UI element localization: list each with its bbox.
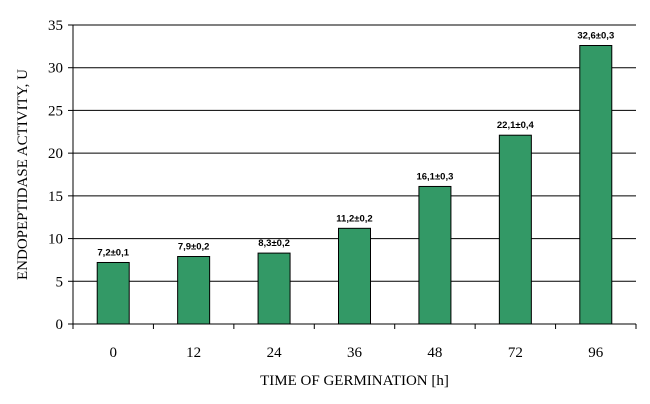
y-tick-label-35: 35	[48, 18, 63, 34]
bar-72	[498, 134, 532, 325]
x-tick-label-96: 96	[588, 345, 604, 361]
y-tick-label-20: 20	[48, 146, 63, 162]
data-label-36: 11,2±0,2	[336, 213, 372, 224]
x-tick-label-36: 36	[347, 345, 363, 361]
x-tick-label-0: 0	[109, 345, 117, 361]
x-axis-title: TIME OF GERMINATION [h]	[260, 373, 449, 389]
bar-0	[96, 261, 130, 325]
bar-48	[418, 185, 452, 325]
bar-12	[177, 256, 211, 325]
y-tick-label-5: 5	[56, 274, 64, 290]
data-labels: 7,2±0,1 7,9±0,2 8,3±0,2 11,2±0,2 16,1±0,3 22,…	[97, 31, 614, 259]
x-tick-label-12: 12	[186, 345, 201, 361]
data-label-24: 8,3±0,2	[258, 238, 290, 249]
x-tick-label-48: 48	[427, 345, 442, 361]
y-tick-label-30: 30	[48, 61, 63, 77]
data-label-12: 7,9±0,2	[178, 242, 210, 253]
data-label-0: 7,2±0,1	[97, 247, 129, 258]
data-label-48: 16,1±0,3	[416, 171, 453, 182]
x-axis-ticks: 0 12 24 36 48 72 96	[72, 324, 637, 361]
y-tick-label-10: 10	[48, 232, 63, 248]
data-label-72: 22,1±0,4	[497, 120, 535, 131]
bars	[96, 45, 613, 325]
y-tick-label-25: 25	[48, 103, 63, 119]
data-label-96: 32,6±0,3	[577, 31, 614, 42]
bar-96	[579, 45, 613, 325]
x-tick-label-24: 24	[267, 345, 283, 361]
y-tick-label-15: 15	[48, 189, 63, 205]
gridlines	[73, 24, 636, 282]
axes	[72, 25, 636, 325]
bar-24	[257, 252, 291, 325]
bar-36	[338, 227, 371, 325]
y-tick-label-0: 0	[56, 317, 64, 333]
x-tick-label-72: 72	[508, 345, 523, 361]
y-axis-title: ENDOPEPTIDASE ACTIVITY, U	[15, 69, 31, 280]
y-axis-ticks: 0 5 10 15 20 25 30 35	[48, 18, 73, 333]
